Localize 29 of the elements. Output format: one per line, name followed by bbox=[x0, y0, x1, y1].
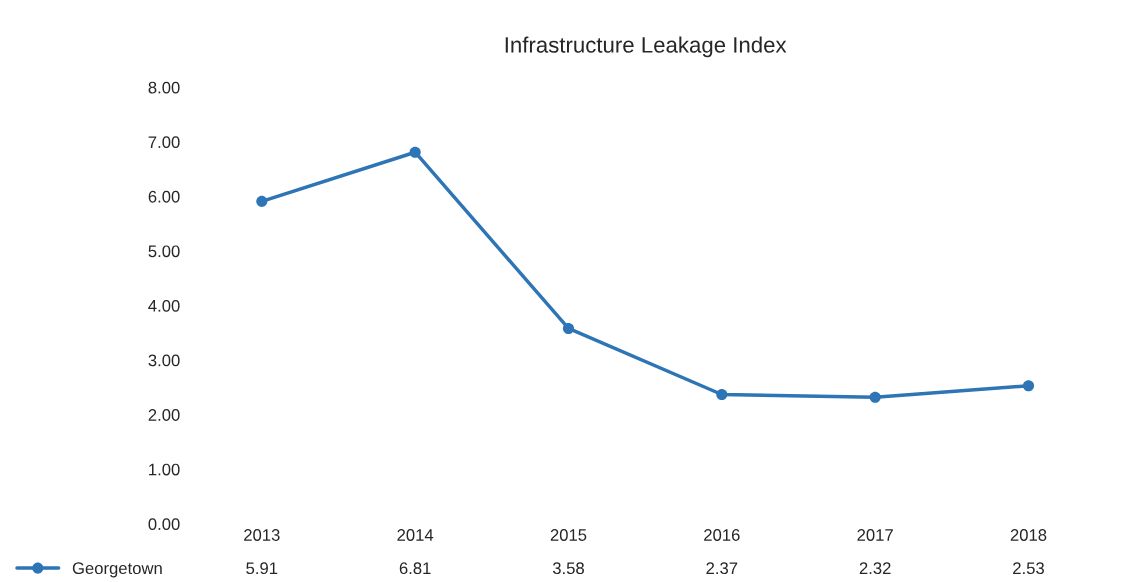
x-tick-label: 2016 bbox=[704, 529, 740, 541]
point bbox=[562, 322, 575, 335]
point bbox=[256, 195, 268, 207]
legend-label: Georgetown bbox=[72, 562, 162, 578]
y-tick-label: 0.00 bbox=[148, 518, 180, 530]
y-tick-label: 2.00 bbox=[148, 409, 180, 421]
y-tick-label: 4.00 bbox=[148, 299, 180, 312]
point bbox=[409, 146, 421, 158]
x-tick-label: 2017 bbox=[857, 529, 893, 541]
y-tick-label: 6.00 bbox=[148, 190, 180, 203]
data-label: 6.81 bbox=[399, 562, 431, 575]
y-tick-label: 1.00 bbox=[149, 463, 180, 476]
data-label: 3.58 bbox=[552, 562, 584, 575]
y-tick-label: 5.00 bbox=[148, 245, 180, 258]
y-tick-label: 8.00 bbox=[148, 81, 180, 94]
point bbox=[869, 391, 881, 403]
x-tick-label: 2013 bbox=[244, 529, 280, 541]
x-tick-label: 2014 bbox=[397, 529, 434, 541]
point bbox=[716, 388, 728, 401]
data-label: 2.53 bbox=[1013, 562, 1044, 575]
x-tick-label: 2015 bbox=[550, 529, 587, 541]
data-label: 2.32 bbox=[859, 562, 891, 575]
x-tick-label: 2018 bbox=[1010, 529, 1047, 541]
y-tick-label: 3.00 bbox=[148, 354, 180, 367]
data-label: 2.37 bbox=[706, 562, 738, 575]
data-label: 5.91 bbox=[246, 562, 278, 575]
y-tick-label: 7.00 bbox=[148, 136, 180, 149]
point bbox=[1022, 380, 1035, 392]
chart-title: Infrastructure Leakage Index bbox=[505, 36, 787, 58]
